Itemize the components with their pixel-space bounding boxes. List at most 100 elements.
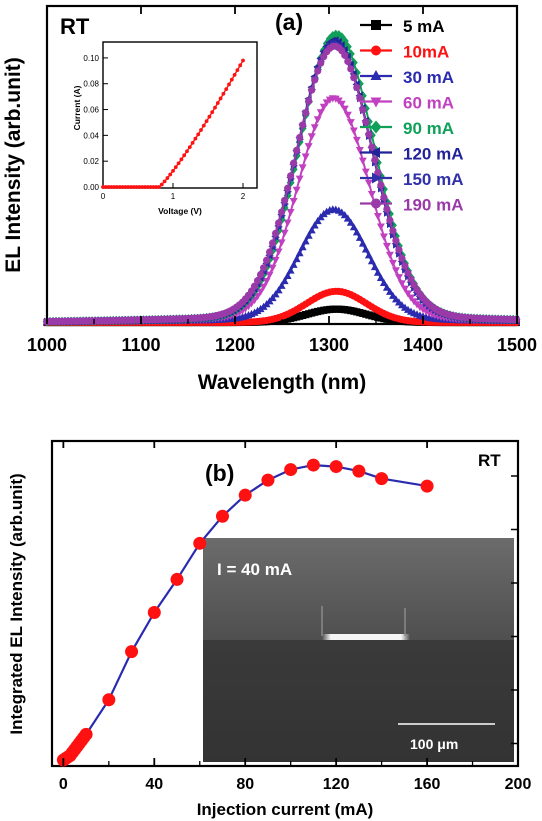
panel-a-data-marker (337, 100, 346, 108)
inset-data-marker (173, 165, 178, 170)
legend-label: 150 mA (403, 170, 463, 189)
panel-a-data-marker (280, 229, 289, 237)
panel-a-data-marker (398, 254, 406, 262)
inset-data-marker (213, 105, 217, 110)
sem-emission-stripe (322, 634, 410, 640)
inset-data-marker (112, 185, 117, 189)
panel-b-x-tick-label: 0 (59, 776, 68, 793)
inset-data-marker (210, 110, 215, 115)
panel-a-data-marker (386, 216, 394, 224)
legend-label: 90 mA (403, 119, 454, 138)
panel-a-series-group (42, 29, 521, 327)
inset-data-marker (187, 145, 192, 149)
inset-y-tick-label: 0.10 (83, 54, 99, 63)
panel-a-data-marker (284, 184, 292, 192)
panel-a-x-tick-label: 1100 (121, 335, 160, 355)
inset-data-marker (165, 176, 170, 180)
panel-a-data-marker (367, 191, 376, 199)
panel-a-data-marker (398, 280, 406, 288)
inset-data-marker (229, 77, 234, 82)
inset-data-marker (207, 114, 212, 119)
panel-a-data-marker (349, 223, 358, 231)
panel-a-data-marker (283, 219, 292, 227)
inset-data-marker (179, 157, 184, 162)
panel-b-y-axis-label: Integrated EL Intensity (arb.unit) (7, 473, 26, 734)
inset-data-marker (232, 73, 237, 77)
inset-ticks: 0.00 0.02 0.04 0.06 0.08 0.10 0 1 2 (83, 54, 245, 201)
panel-a-data-marker (305, 97, 313, 105)
inset-data-marker (235, 68, 240, 73)
panel-a-data-marker (377, 181, 385, 189)
panel-a-data-marker (373, 213, 382, 221)
panel-a-x-tick-label: 1300 (309, 335, 349, 355)
panel-a-data-marker (392, 267, 400, 275)
legend-marker (371, 198, 381, 209)
panel-a-data-marker (268, 264, 277, 272)
inset-data-marker (126, 185, 131, 189)
panel-b-x-tick-label: 40 (145, 776, 163, 793)
panel-a-x-tick-label: 1500 (497, 335, 537, 355)
inset-data-marker (218, 96, 223, 101)
legend-label: 60 mA (403, 94, 454, 113)
panel-a-data-marker (295, 249, 304, 257)
inset-data-marker (162, 179, 167, 184)
panel-a-data-marker (278, 208, 286, 216)
inset-data-marker (151, 185, 156, 189)
legend-marker (371, 20, 381, 30)
inset-data-marker (193, 136, 198, 141)
panel-a-data-marker (350, 74, 358, 82)
panel-a-data-marker (293, 146, 301, 154)
inset-data-marker (238, 63, 243, 68)
inset-data-marker (221, 91, 226, 96)
panel-a-data-marker (310, 124, 319, 132)
inset-data-marker (241, 58, 245, 63)
panel-b-x-ticks: 0 40 80 120 160 200 (59, 441, 531, 793)
panel-a-inset-iv: 0.000.020.040.060.080.100 1 2 Voltage (V) … (72, 41, 258, 216)
inset-data-marker (201, 123, 206, 128)
panel-a-data-marker (343, 111, 352, 119)
inset-data-marker (117, 185, 122, 189)
panel-b-data-marker (284, 463, 298, 477)
panel-b: I = 40 mA 100 μm 0 40 80 120 160 200 (b) RT I… (7, 439, 531, 819)
inset-y-tick-label: 0.02 (83, 157, 99, 166)
inset-data-marker (131, 185, 136, 189)
panel-a-data-marker (298, 164, 307, 172)
panel-a-data-marker (346, 218, 355, 226)
panel-a-data-marker (256, 270, 265, 279)
panel-b-data-marker (306, 458, 320, 472)
panel-a-data-marker (268, 293, 277, 302)
legend-marker (371, 45, 381, 56)
panel-a-data-marker (314, 67, 322, 75)
panel-a-data-marker (269, 239, 277, 247)
legend-marker (372, 172, 382, 184)
panel-a-data-marker (302, 109, 310, 117)
panel-a-data-marker (364, 179, 373, 187)
panel-a-data-marker (379, 233, 388, 241)
inset-x-tick-label: 0 (101, 192, 106, 201)
panel-a-data-marker (253, 277, 262, 285)
panel-a-data-marker (370, 262, 379, 271)
inset-data-marker (123, 185, 128, 189)
panel-a-data-marker (392, 237, 400, 245)
panel-a-data-marker (379, 278, 388, 286)
panel-a-data-marker (311, 76, 319, 84)
panel-a-data-marker (380, 193, 388, 201)
panel-a-data-marker (317, 59, 325, 67)
panel-a-data-marker (343, 42, 352, 52)
panel-a-data-marker (344, 57, 352, 66)
panel-a-data-marker (355, 147, 364, 155)
legend-label: 120 mA (403, 145, 463, 164)
panel-b-label: (b) (205, 460, 234, 486)
panel-a-data-marker (298, 243, 307, 251)
panel-a-data-marker (271, 290, 280, 298)
inset-data-marker (199, 128, 203, 132)
panel-a-data-marker (304, 143, 313, 151)
panel-a-data-marker (256, 288, 265, 296)
panel-a-data-marker (343, 214, 352, 222)
panel-a-data-marker (307, 226, 316, 234)
panel-a-data-marker (352, 228, 361, 236)
panel-a-data-marker (301, 237, 310, 245)
panel-a-data-marker (382, 242, 391, 251)
inset-data-marker (171, 168, 175, 173)
